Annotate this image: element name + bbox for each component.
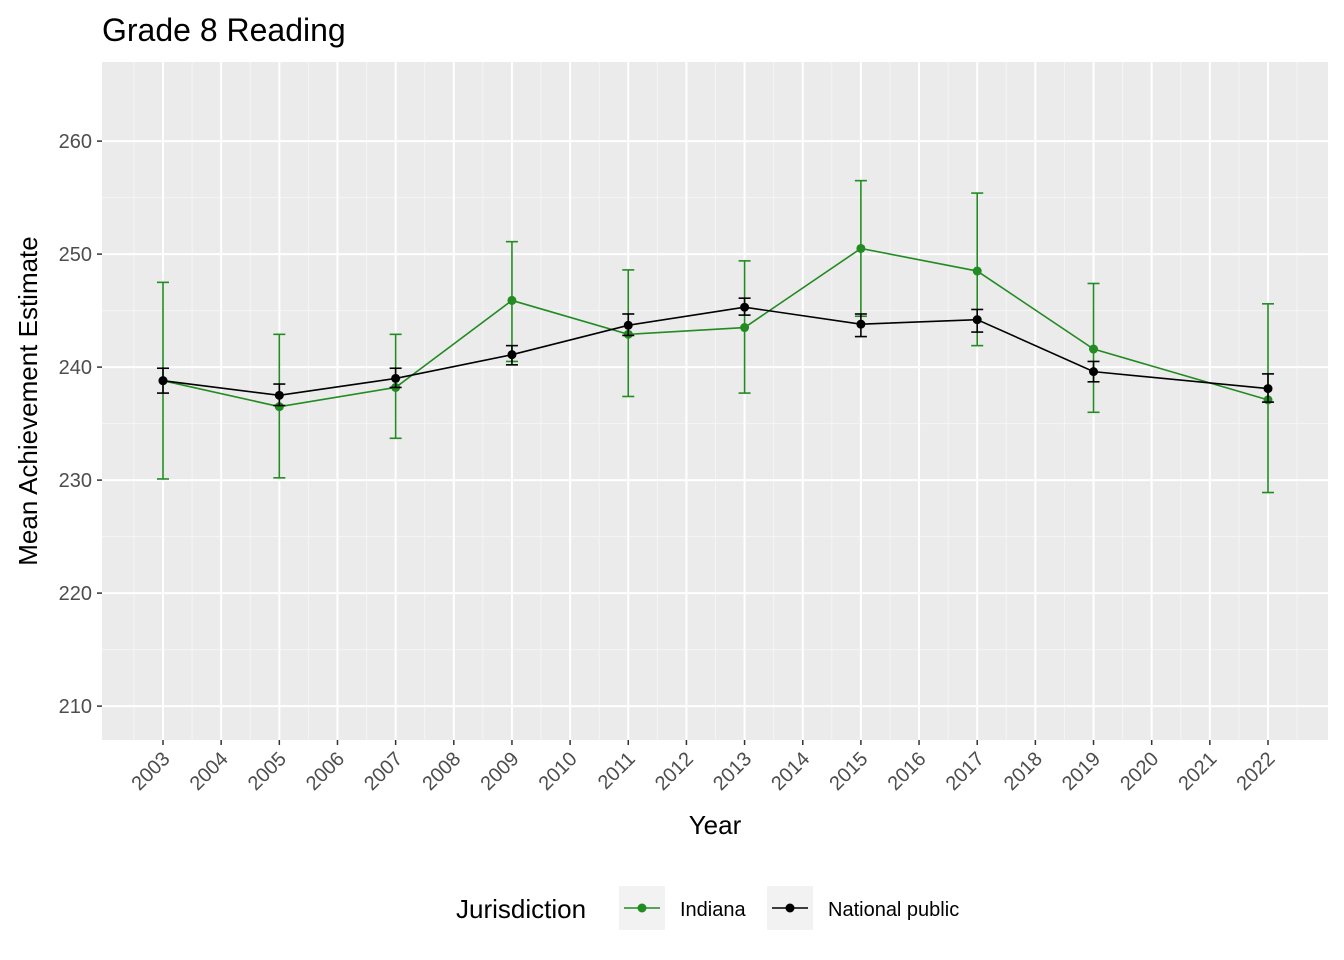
data-point bbox=[972, 266, 982, 276]
series-layer bbox=[157, 179, 1274, 494]
x-tick-label: 2003 bbox=[128, 748, 175, 795]
x-tick-label: 2019 bbox=[1058, 748, 1105, 795]
legend-item-national-public: National public bbox=[767, 886, 959, 930]
y-tick-label: 220 bbox=[59, 583, 92, 605]
legend-label: National public bbox=[828, 899, 959, 921]
x-tick-label: 2008 bbox=[418, 748, 465, 795]
series-national-public bbox=[157, 297, 1274, 407]
series-line bbox=[162, 306, 1269, 397]
x-tick-label: 2009 bbox=[476, 748, 523, 795]
y-tick-label: 260 bbox=[59, 131, 92, 153]
x-tick-label: 2005 bbox=[244, 748, 291, 795]
x-tick-label: 2018 bbox=[1000, 748, 1047, 795]
y-tick-label: 230 bbox=[59, 470, 92, 492]
chart-title: Grade 8 Reading bbox=[102, 12, 346, 48]
data-point bbox=[274, 390, 284, 400]
data-point bbox=[158, 376, 168, 386]
x-tick-label: 2010 bbox=[535, 748, 582, 795]
data-point bbox=[1263, 384, 1273, 394]
x-tick-label: 2013 bbox=[709, 748, 756, 795]
data-point bbox=[856, 243, 866, 253]
legend-title: Jurisdiction bbox=[456, 894, 586, 924]
legend-item-indiana: Indiana bbox=[619, 886, 746, 930]
data-point bbox=[1089, 344, 1099, 354]
x-tick-label: 2004 bbox=[186, 748, 233, 795]
data-point bbox=[507, 295, 517, 305]
x-tick-label: 2014 bbox=[767, 748, 814, 795]
legend-label: Indiana bbox=[680, 899, 746, 921]
y-tick-label: 250 bbox=[59, 244, 92, 266]
data-point bbox=[623, 320, 633, 330]
x-tick-label: 2015 bbox=[825, 748, 872, 795]
x-tick-label: 2017 bbox=[942, 748, 989, 795]
x-axis-ticks: 2003 2004 2005 2006 2007 2008 2009 2010 2011 2012… bbox=[128, 740, 1280, 795]
x-tick-label: 2007 bbox=[360, 748, 407, 795]
x-tick-label: 2011 bbox=[594, 748, 640, 794]
y-axis-title: Mean Achievement Estimate bbox=[13, 236, 43, 566]
x-tick-label: 2021 bbox=[1174, 748, 1221, 795]
legend-key-point bbox=[785, 903, 795, 913]
x-tick-label: 2022 bbox=[1233, 748, 1280, 795]
x-tick-label: 2012 bbox=[651, 748, 698, 795]
x-tick-label: 2020 bbox=[1116, 748, 1163, 795]
grid-lines bbox=[102, 62, 1328, 740]
data-point bbox=[972, 315, 982, 325]
y-axis-ticks: 210 220 230 240 250 260 bbox=[59, 131, 102, 718]
x-tick-label: 2006 bbox=[302, 748, 349, 795]
y-tick-label: 210 bbox=[59, 696, 92, 718]
y-tick-label: 240 bbox=[59, 357, 92, 379]
data-point bbox=[274, 402, 284, 412]
data-point bbox=[740, 323, 750, 333]
data-point bbox=[391, 373, 401, 383]
data-point bbox=[507, 350, 517, 360]
data-point bbox=[1089, 367, 1099, 377]
series-line bbox=[162, 247, 1269, 408]
data-point bbox=[740, 302, 750, 312]
legend-key-point bbox=[637, 903, 647, 913]
x-axis-title: Year bbox=[689, 810, 742, 840]
legend: Jurisdiction Indiana National public bbox=[456, 886, 959, 930]
data-point bbox=[856, 319, 866, 329]
x-tick-label: 2016 bbox=[884, 748, 931, 795]
